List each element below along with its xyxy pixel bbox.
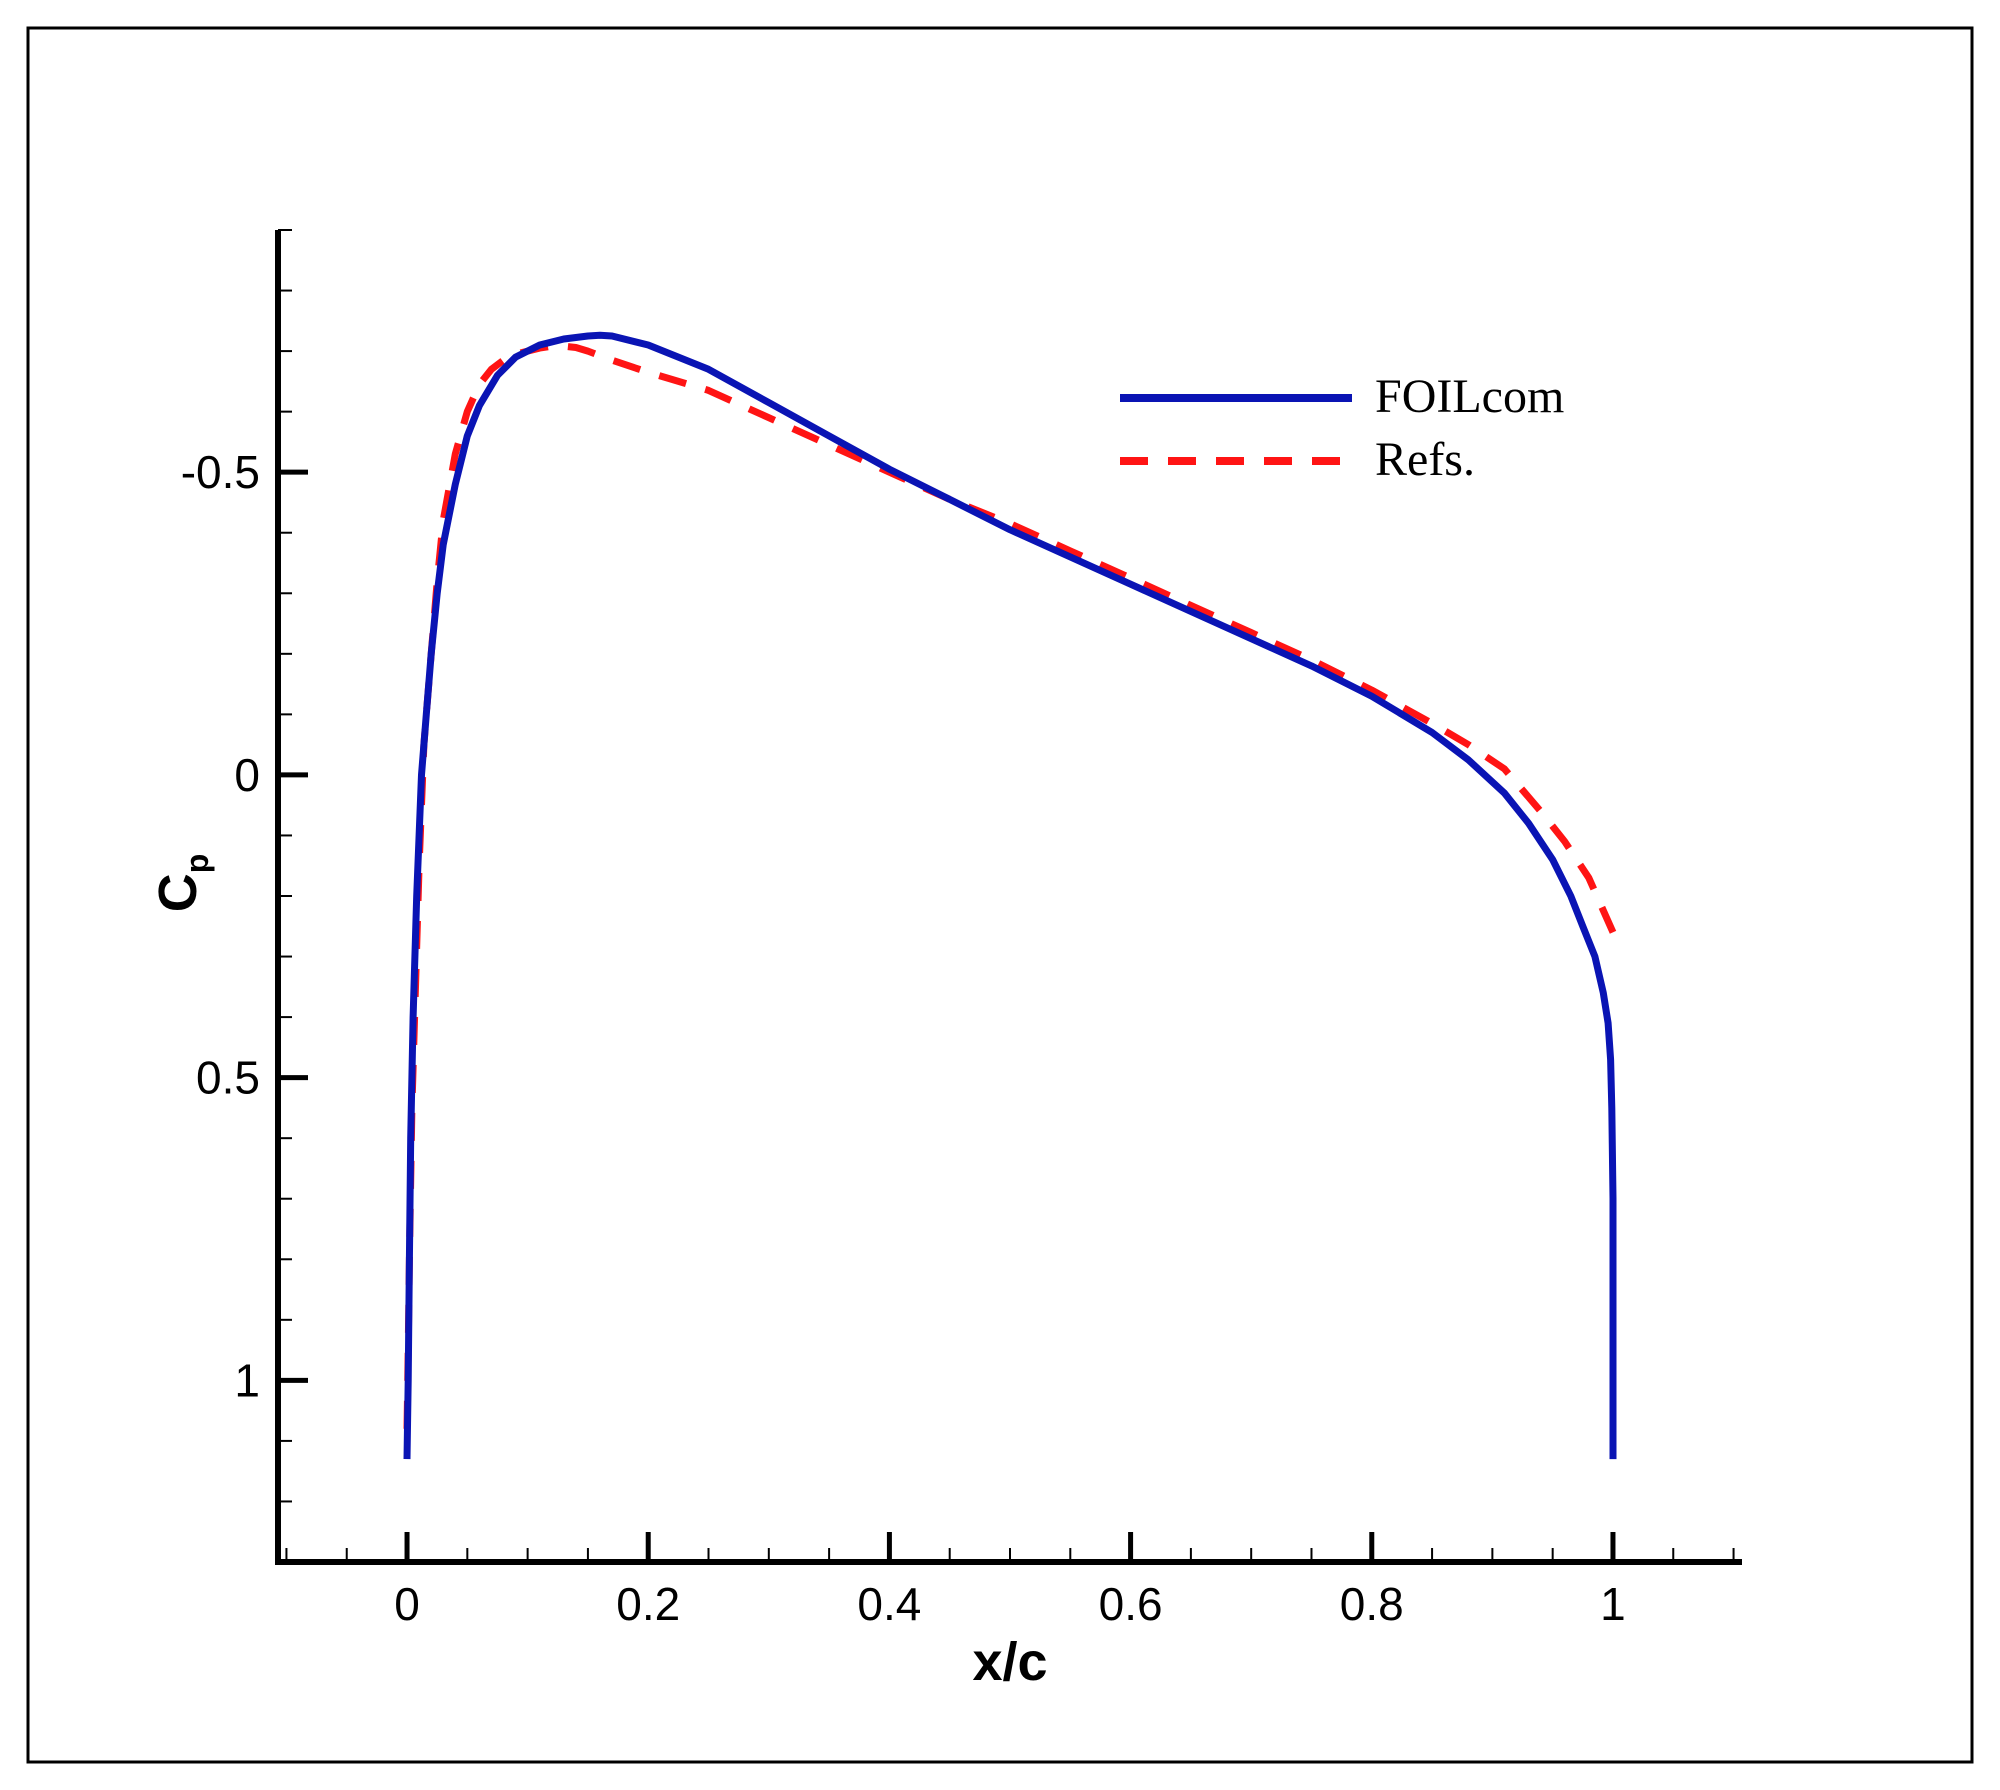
series-line-foilcom	[403, 331, 1617, 1460]
x-tick-label: 0.2	[616, 1578, 680, 1630]
x-tick-label: 0.8	[1340, 1578, 1404, 1630]
y-axis-title-sub: p	[179, 854, 215, 874]
legend-label-foilcom: FOILcom	[1375, 370, 1564, 423]
y-tick-label: 0.5	[196, 1052, 260, 1104]
x-tick-label: 0.6	[1099, 1578, 1163, 1630]
legend: FOILcom Refs.	[1120, 370, 1564, 486]
series-group	[403, 331, 1617, 1460]
y-axis-title-main: C	[148, 873, 208, 912]
figure-frame	[26, 26, 1974, 1764]
x-tick-label: 0.4	[857, 1578, 921, 1630]
major-ticks	[278, 469, 1616, 1562]
x-tick-label: 1	[1600, 1578, 1626, 1630]
x-tick-labels: 0 0.2 0.4 0.6 0.8 1	[394, 1578, 1626, 1630]
x-tick-label: 0	[394, 1578, 420, 1630]
y-tick-label: -0.5	[181, 446, 260, 498]
legend-label-refs: Refs.	[1375, 433, 1475, 486]
series-line-refs	[403, 342, 1617, 1429]
y-tick-labels: -0.5 0 0.5 1	[181, 446, 260, 1406]
minor-ticks	[278, 229, 1735, 1563]
y-tick-label: 0	[234, 749, 260, 801]
x-axis-title: x/c	[972, 1632, 1047, 1692]
y-axis-title: Cp	[148, 854, 215, 913]
y-tick-label: 1	[234, 1354, 260, 1406]
svg-text:Cp: Cp	[148, 854, 215, 913]
